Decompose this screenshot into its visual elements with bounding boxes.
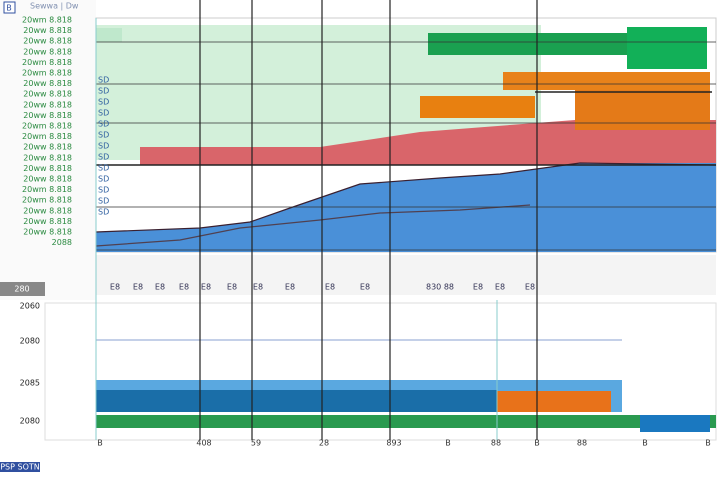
axis-strip-label: E8 [525,283,535,292]
axis-strip-label: E8 [155,283,165,292]
orange-block [575,90,710,130]
icon-label: B [6,4,12,13]
row-label: 20ww 8.818 [23,153,72,162]
side-label: SD [98,131,109,140]
lower-y-label: 2085 [20,379,40,388]
row-label: 20ww 8.818 [23,100,72,109]
lower-y-label: 2080 [20,337,40,346]
menu-text[interactable]: Sewwa | Dw [30,2,79,11]
green-bar [428,33,628,55]
row-label: 2088 [52,238,72,247]
row-label: 20ww 8.818 [23,228,72,237]
row-label: 20wm 8.818 [22,16,72,25]
axis-strip-label: E8 [325,283,335,292]
side-label: SD [98,142,109,151]
side-label: SD [98,98,109,107]
side-label: SD [98,208,109,217]
side-label: SD [98,120,109,129]
row-label: 20ww 8.818 [23,47,72,56]
row-label: 20wm 8.818 [22,196,72,205]
side-label: SD [98,164,109,173]
left-column [0,0,96,300]
row-label: 20wm 8.818 [22,185,72,194]
side-label: SD [98,186,109,195]
lower-x-label: B [445,439,451,448]
lower-x-label: 28 [319,439,329,448]
lower-y-label: 2080 [20,417,40,426]
blue-bar [640,415,710,432]
row-label: 20wm 8.818 [22,122,72,131]
lower-x-label: B [534,439,540,448]
row-label: 20ww 8.818 [23,90,72,99]
lower-x-label: B [705,439,711,448]
side-label: SD [98,197,109,206]
orange-bar [503,72,710,90]
blue-area [96,163,716,252]
side-label: SD [98,175,109,184]
side-label: SD [98,76,109,85]
row-label: 20ww 8.818 [23,206,72,215]
axis-strip-label: E8 [285,283,295,292]
axis-strip-label: E8 [110,283,120,292]
h-grid [96,41,716,251]
orange-bar [497,391,611,412]
axis-strip-label: E8 [201,283,211,292]
dark-blue-bar [96,390,497,412]
row-label: 20ww 8.818 [23,111,72,120]
lower-x-label: B [642,439,648,448]
axis-strip-label: 830 88 [426,283,454,292]
status-bar [0,462,40,472]
row-label: 20wm 8.818 [22,132,72,141]
v-grid [199,0,538,440]
app-icon[interactable] [3,1,16,14]
axis-strip-label: E8 [495,283,505,292]
axis-strip-label: E8 [179,283,189,292]
trend-line [95,204,531,247]
green-bar [96,415,716,428]
axis-strip-label: E8 [227,283,237,292]
side-label: SD [98,109,109,118]
lower-x-label: 893 [386,439,401,448]
row-label: 20ww 8.818 [23,175,72,184]
row-label: 20ww 8.818 [23,164,72,173]
side-label: SD [98,153,109,162]
red-area [140,120,716,165]
lower-x-label: B [97,439,103,448]
row-label: 20ww 8.818 [23,143,72,152]
lower-header [0,282,45,296]
row-label: 20ww 8.818 [23,217,72,226]
row-label: 20ww 8.818 [23,79,72,88]
lower-y-label: 2060 [20,302,40,311]
row-label: 20wm 8.818 [22,69,72,78]
lower-x-label: 59 [251,439,261,448]
orange-bar [420,96,535,118]
side-label: SD [98,87,109,96]
area-outline [95,162,717,233]
row-label: 20wm 8.818 [22,58,72,67]
row-label: 20ww 8.818 [23,37,72,46]
axis-strip-label: E8 [360,283,370,292]
row-label: 20ww 8.818 [23,26,72,35]
axis-strip-label: E8 [133,283,143,292]
lower-header-label: 280 [14,285,29,294]
lower-x-label: 88 [491,439,501,448]
status-text: PSP SOTN [0,463,40,472]
lower-x-label: 408 [196,439,211,448]
green-tab [96,28,122,42]
axis-strip-label: E8 [473,283,483,292]
lower-x-label: 88 [577,439,587,448]
axis-strip-label: E8 [253,283,263,292]
axis-strip [96,255,716,295]
green-block [627,27,707,69]
